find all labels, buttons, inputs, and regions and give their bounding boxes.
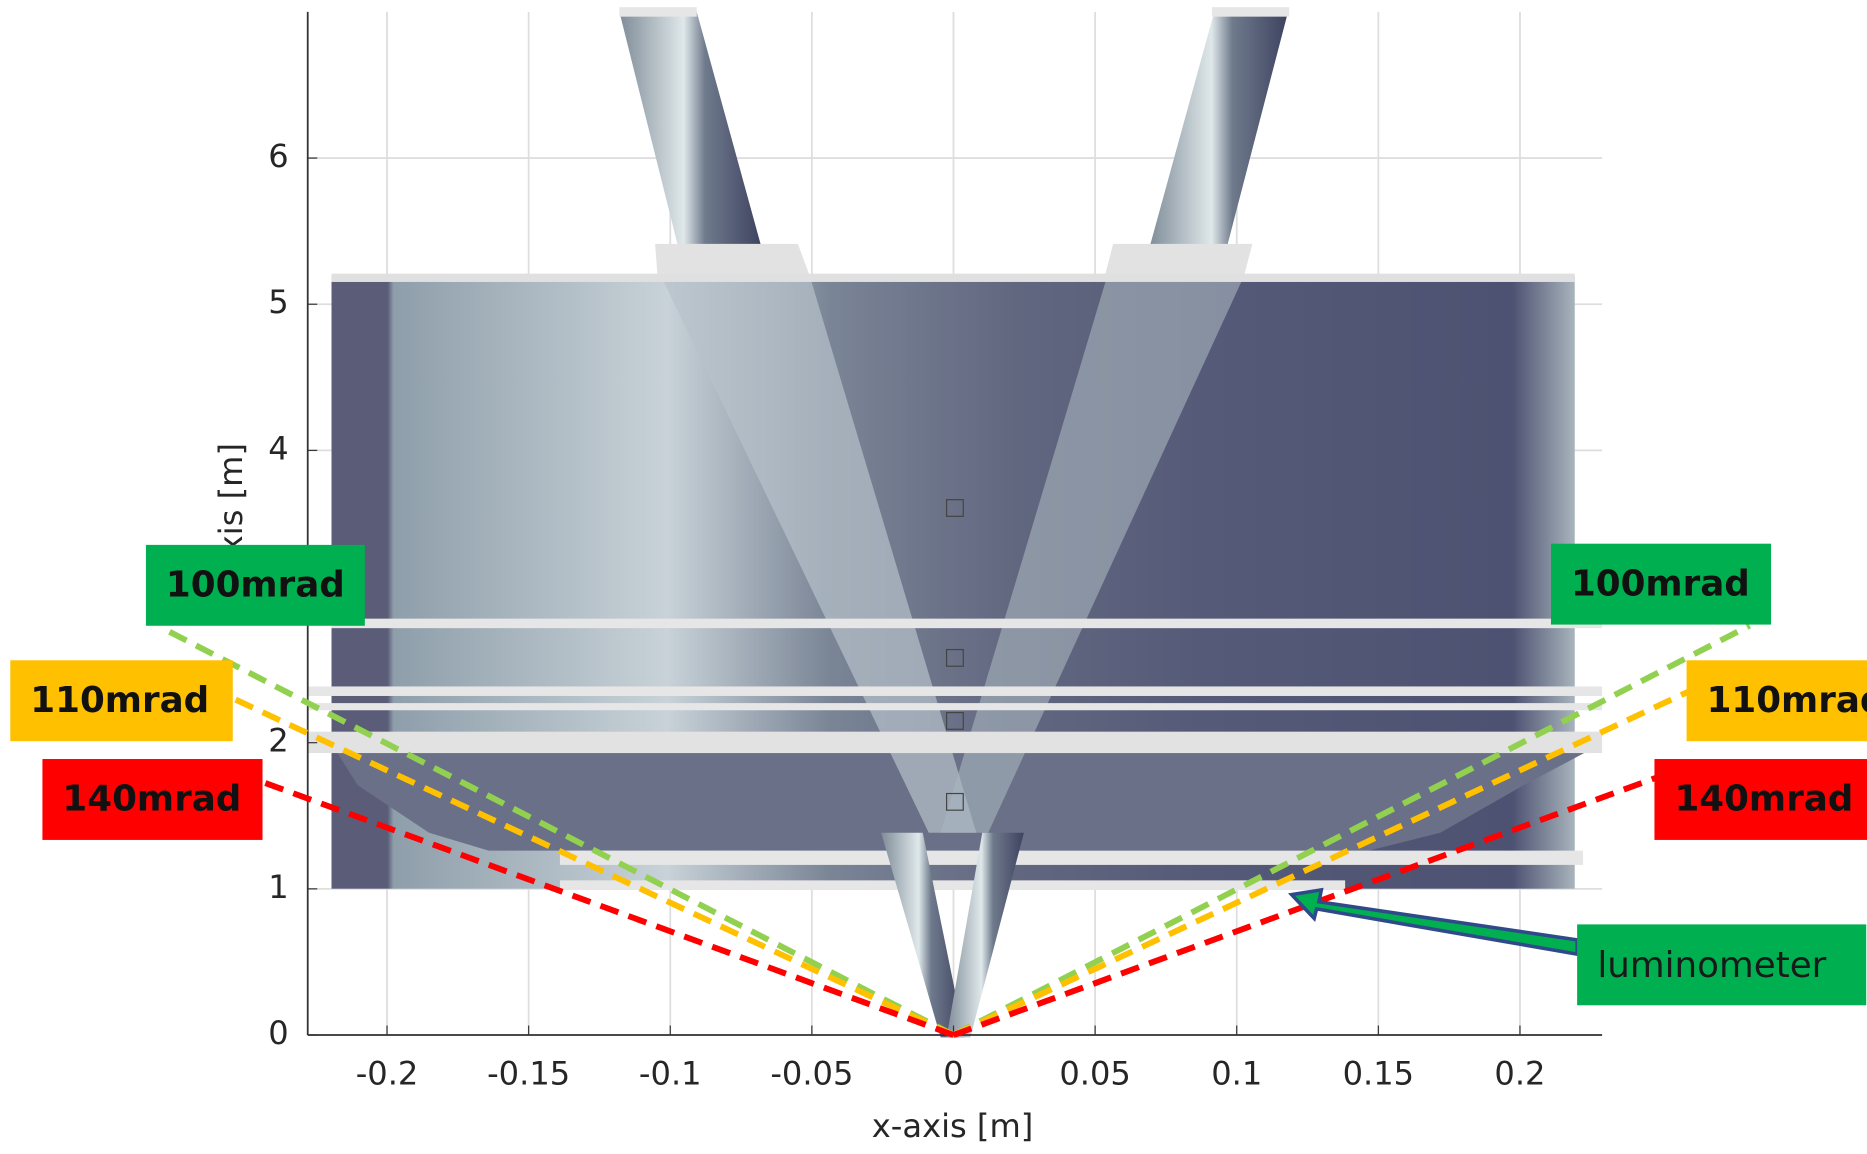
y-tick-label: 1 (268, 868, 288, 906)
x-tick-label: 0.05 (1059, 1054, 1131, 1092)
marker (945, 648, 964, 667)
flange (655, 243, 810, 277)
x-tick-label: -0.2 (356, 1054, 419, 1092)
angle-line (952, 622, 1751, 1038)
angle-label-box (42, 759, 263, 840)
y-tick-label: 6 (268, 137, 288, 175)
x-tick-label: 0 (943, 1054, 963, 1092)
beam-pipe (1148, 11, 1289, 250)
annotation-box (1577, 924, 1867, 1006)
layer (559, 850, 1584, 865)
y-tick-label: 2 (268, 722, 288, 760)
pipe-cap (1211, 7, 1290, 17)
x-tick-label: -0.05 (770, 1054, 853, 1092)
angle-line (231, 695, 955, 1038)
x-axis-label: x-axis [m] (872, 1107, 1033, 1145)
marker (945, 499, 964, 517)
x-tick-label: 0.15 (1343, 1054, 1414, 1092)
layer (307, 731, 1603, 754)
angle-label: 100mrad (166, 565, 345, 606)
layer (307, 686, 1603, 696)
y-tick-label: 5 (268, 283, 288, 321)
layer (559, 880, 1346, 890)
pipe-cap (619, 7, 697, 17)
angle-line (952, 682, 1704, 1038)
beam-pipe (619, 11, 763, 250)
x-tick-label: 0.2 (1494, 1054, 1545, 1092)
x-tick-label: 0.1 (1211, 1054, 1262, 1092)
beam-pipe (881, 832, 965, 1038)
marker (945, 792, 964, 811)
layer (307, 703, 1603, 711)
flange (1104, 243, 1253, 277)
angle-label-box (10, 660, 233, 742)
layer (331, 273, 1575, 282)
y-tick-label: 0 (268, 1014, 288, 1052)
angle-label: 110mrad (1707, 680, 1867, 721)
angle-line (952, 771, 1668, 1038)
x-tick-label: -0.15 (487, 1054, 570, 1092)
angle-label: 140mrad (62, 779, 241, 820)
angle-label: 110mrad (30, 680, 209, 721)
angle-label-box (1550, 543, 1772, 625)
angle-label: 100mrad (1571, 563, 1750, 604)
marker (945, 712, 964, 730)
angle-label: 140mrad (1674, 779, 1853, 820)
angle-label-box (1654, 759, 1867, 840)
detector-drawing (307, 7, 1603, 1038)
arrow (1287, 887, 1579, 957)
angle-line (261, 779, 955, 1038)
x-tick-label: -0.1 (639, 1054, 702, 1092)
angle-label-box (145, 544, 365, 626)
annotation: luminometer (1597, 945, 1826, 986)
layer (331, 618, 1603, 629)
y-tick-label: 4 (268, 429, 288, 467)
overlay: x-axis [m] -0.2 -0.15 -0.1 -0.05 0 0.05 0.1 0.1… (10, 11, 1867, 1145)
beam-pipe (946, 832, 1024, 1038)
angle-label-box (1686, 660, 1867, 742)
